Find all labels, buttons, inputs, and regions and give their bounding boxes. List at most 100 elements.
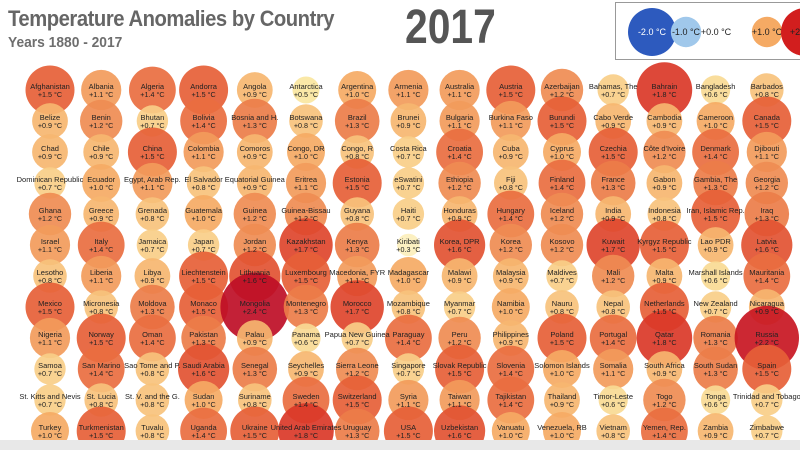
- bubble-greece: [83, 196, 120, 232]
- bubble-france: [590, 160, 636, 206]
- bubble-lao-pdr: [697, 227, 734, 263]
- scroll-bar[interactable]: [0, 440, 800, 450]
- anomaly-value: +1.0 °C: [191, 214, 215, 223]
- bubble-iceland: [540, 192, 584, 236]
- country-name: Trinidad and Tobago: [733, 392, 800, 401]
- anomaly-value: +1.0 °C: [345, 90, 369, 99]
- anomaly-value: +1.2 °C: [243, 214, 267, 223]
- anomaly-value: +0.6 °C: [703, 276, 727, 285]
- anomaly-value: +0.9 °C: [652, 121, 676, 130]
- bubble-jamaica: [136, 229, 169, 261]
- country-name: Fiji: [506, 175, 516, 184]
- anomaly-value: +1.1 °C: [345, 276, 369, 285]
- country-name: Chile: [93, 144, 110, 153]
- country-name: Sudan: [193, 392, 215, 401]
- anomaly-value: +0.7 °C: [447, 307, 471, 316]
- country-name: Cameroon: [698, 113, 733, 122]
- country-name: Israel: [41, 237, 60, 246]
- bubble-oman: [129, 314, 176, 362]
- country-name: Poland: [550, 330, 573, 339]
- bubble-brazil: [334, 98, 380, 144]
- anomaly-value: +1.7 °C: [601, 245, 625, 254]
- anomaly-value: +0.6 °C: [294, 338, 318, 347]
- country-name: Russia: [755, 330, 779, 339]
- country-name: Saudi Arabia: [182, 361, 225, 370]
- bubble-korea: [489, 223, 532, 267]
- country-name: Palau: [245, 330, 264, 339]
- bubble-el-salvador: [186, 166, 221, 200]
- anomaly-value: +1.5 °C: [89, 431, 113, 440]
- bubble-vietnam: [596, 414, 630, 440]
- anomaly-value: +0.9 °C: [499, 152, 523, 161]
- country-name: Honduras: [443, 206, 476, 215]
- bubble-tonga: [701, 385, 731, 415]
- anomaly-value: +0.9 °C: [499, 276, 523, 285]
- anomaly-value: +0.9 °C: [294, 369, 318, 378]
- anomaly-value: +0.7 °C: [755, 431, 779, 440]
- anomaly-value: +0.8 °C: [140, 369, 164, 378]
- anomaly-value: +1.0 °C: [550, 369, 574, 378]
- anomaly-value: +1.7 °C: [345, 307, 369, 316]
- anomaly-value: +1.1 °C: [89, 276, 113, 285]
- bubble-marshall-islands: [701, 261, 731, 291]
- anomaly-value: +0.9 °C: [499, 338, 523, 347]
- bubble-san-marino: [77, 345, 125, 393]
- bubble-bosnia-and-h: [232, 98, 278, 144]
- anomaly-value: +1.4 °C: [191, 121, 215, 130]
- country-name: Gabon: [653, 175, 676, 184]
- country-name: St. V. and the G.: [125, 392, 180, 401]
- bubble-eritrea: [285, 162, 327, 204]
- bubble-argentina: [338, 71, 377, 109]
- legend-bubble: [781, 8, 800, 56]
- bubble-qatar: [636, 310, 693, 366]
- anomaly-value: +1.4 °C: [294, 400, 318, 409]
- bubble-saudi-arabia: [178, 343, 230, 395]
- country-name: Nepal: [603, 299, 623, 308]
- legend-bubble: [751, 16, 783, 48]
- country-name: Togo: [656, 392, 672, 401]
- anomaly-value: +0.9 °C: [243, 90, 267, 99]
- anomaly-value: +1.4 °C: [703, 152, 727, 161]
- anomaly-value: +1.1 °C: [89, 90, 113, 99]
- bubble-mongolia: [220, 272, 290, 342]
- anomaly-value: +0.9 °C: [447, 214, 471, 223]
- anomaly-value: +1.0 °C: [499, 307, 523, 316]
- bubble-cyprus: [543, 133, 581, 171]
- country-name: Singapore: [391, 361, 425, 370]
- bubble-vanuatu: [491, 412, 530, 440]
- anomaly-value: +1.2 °C: [499, 245, 523, 254]
- bubble-monaco: [179, 282, 229, 332]
- bubble-uruguay: [334, 408, 380, 440]
- anomaly-value: +1.5 °C: [294, 276, 318, 285]
- country-name: Kenya: [347, 237, 369, 246]
- country-name: Mozambique: [387, 299, 430, 308]
- anomaly-value: +1.5 °C: [447, 369, 471, 378]
- country-name: Grenada: [138, 206, 168, 215]
- bubble-morocco: [330, 280, 384, 334]
- anomaly-value: +1.2 °C: [447, 183, 471, 192]
- chart-subtitle: Years 1880 - 2017: [8, 34, 123, 51]
- bubble-ghana: [28, 192, 72, 236]
- anomaly-value: +0.6 °C: [703, 90, 727, 99]
- bubble-mali: [592, 254, 635, 298]
- country-name: Uruguay: [343, 423, 372, 432]
- country-name: Dominican Republic: [17, 175, 84, 184]
- anomaly-value: +0.7 °C: [140, 121, 164, 130]
- bubble-guatemala: [184, 195, 223, 233]
- anomaly-value: +1.3 °C: [345, 245, 369, 254]
- country-name: Eritrea: [295, 175, 318, 184]
- country-name: Malta: [655, 268, 674, 277]
- bubble-slovak-republic: [435, 344, 485, 394]
- anomaly-value: +0.8 °C: [89, 400, 113, 409]
- country-name: Tuvalu: [141, 423, 163, 432]
- country-name: Gambia, The: [694, 175, 737, 184]
- anomaly-value: +1.1 °C: [499, 121, 523, 130]
- country-name: Yemen, Rep.: [643, 423, 686, 432]
- anomaly-value: +1.5 °C: [345, 400, 369, 409]
- bubble-italy: [77, 221, 125, 269]
- anomaly-value: +1.1 °C: [191, 152, 215, 161]
- bubble-albania: [81, 69, 122, 111]
- country-name: Suriname: [239, 392, 271, 401]
- bubble-portugal: [589, 314, 637, 362]
